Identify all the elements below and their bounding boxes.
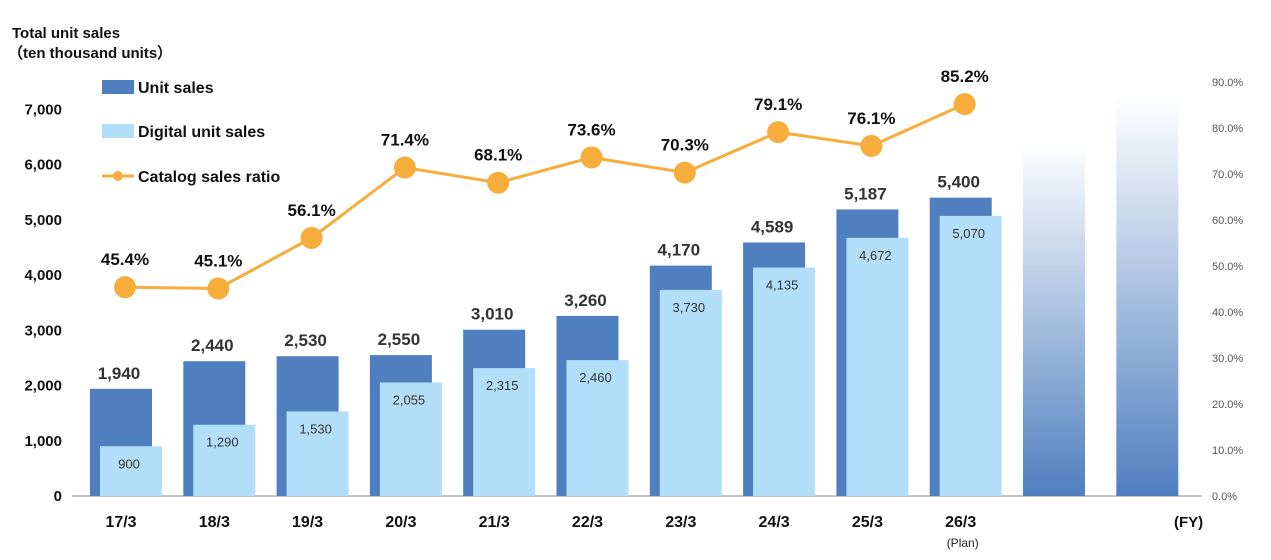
y-axis-title-line-2: （ten thousand units）	[8, 44, 172, 62]
y2-tick-label: 20.0%	[1212, 399, 1243, 411]
catalog-sales-ratio-data-label: 70.3%	[661, 136, 709, 155]
catalog-sales-ratio-data-label: 85.2%	[941, 67, 989, 86]
unit-sales-data-label: 2,440	[191, 336, 234, 355]
digital-unit-sales-data-label: 2,055	[393, 392, 426, 407]
legend-label-digital-unit-sales: Digital unit sales	[138, 124, 265, 141]
x-tick-label: 18/3	[199, 514, 230, 531]
digital-unit-sales-bar	[379, 382, 442, 496]
x-tick-label: 19/3	[292, 514, 323, 531]
catalog-sales-ratio-point	[860, 134, 883, 157]
legend-swatch-digital-unit-sales	[102, 124, 134, 138]
y-tick-label: 7,000	[24, 101, 62, 118]
digital-unit-sales-bar	[473, 368, 536, 496]
digital-unit-sales-data-label: 4,672	[859, 248, 892, 263]
x-tick-label: 20/3	[385, 514, 416, 531]
x-axis-ticks: 17/3 18/3 19/3 20/3 21/3 22/3 23/3 24/3 25/3 26/3…	[105, 514, 978, 550]
catalog-sales-ratio-data-label: 79.1%	[754, 95, 802, 114]
unit-sales-data-label: 4,170	[658, 241, 701, 260]
catalog-sales-ratio-point	[673, 161, 696, 184]
digital-unit-sales-data-label: 1,290	[206, 435, 239, 450]
unit-sales-data-label: 4,589	[751, 217, 794, 236]
catalog-sales-ratio-point	[207, 277, 230, 300]
digital-unit-sales-data-label: 1,530	[299, 421, 332, 436]
bar-series: 1,940 900 2,440 1,290 2,530 1,530 2,550 2,055 3,…	[90, 173, 1002, 496]
x-axis-unit-label: (FY)	[1174, 514, 1203, 531]
x-tick-label: 23/3	[665, 514, 696, 531]
y2-tick-label: 0.0%	[1212, 491, 1237, 503]
catalog-sales-ratio-data-label: 73.6%	[567, 120, 615, 139]
unit-sales-data-label: 5,400	[937, 173, 980, 192]
y2-tick-label: 90.0%	[1212, 77, 1243, 89]
unit-sales-data-label: 3,010	[471, 305, 514, 324]
y-axis-title-line-1: Total unit sales	[12, 25, 120, 42]
digital-unit-sales-data-label: 5,070	[952, 226, 985, 241]
y2-tick-label: 80.0%	[1212, 123, 1243, 135]
digital-unit-sales-data-label: 4,135	[766, 278, 799, 293]
legend-swatch-marker-catalog-ratio	[113, 171, 123, 181]
catalog-sales-ratio-data-label: 45.4%	[101, 250, 149, 269]
digital-unit-sales-bar	[100, 446, 162, 496]
x-tick-label: 25/3	[852, 514, 883, 531]
digital-unit-sales-data-label: 3,730	[673, 300, 706, 315]
legend-swatch-unit-sales	[102, 80, 134, 94]
catalog-sales-ratio-data-label: 56.1%	[287, 201, 335, 220]
y2-tick-label: 70.0%	[1212, 169, 1243, 181]
y2-tick-label: 30.0%	[1212, 353, 1243, 365]
catalog-sales-ratio-point	[114, 276, 136, 299]
unit-sales-data-label: 2,550	[378, 330, 421, 349]
x-tick-label: 26/3	[945, 514, 976, 531]
right-axis-ticks: 0.0% 10.0% 20.0% 30.0% 40.0% 50.0% 60.0% 70.0% 8…	[1212, 77, 1243, 503]
digital-unit-sales-bar	[939, 215, 1002, 496]
x-tick-label: 22/3	[572, 514, 603, 531]
catalog-sales-ratio-point	[953, 93, 976, 116]
y-tick-label: 4,000	[24, 267, 62, 284]
y2-tick-label: 60.0%	[1212, 215, 1243, 227]
digital-unit-sales-bar	[753, 267, 816, 496]
digital-unit-sales-bar	[286, 411, 349, 496]
catalog-sales-ratio-point	[393, 156, 416, 179]
x-tick-label: 21/3	[479, 514, 510, 531]
left-axis-ticks: 0 1,000 2,000 3,000 4,000 5,000 6,000 7,000	[24, 101, 62, 505]
y-tick-label: 5,000	[24, 212, 62, 229]
unit-sales-data-label: 2,530	[284, 331, 327, 350]
unit-sales-data-label: 1,940	[98, 364, 141, 383]
catalog-sales-ratio-data-label: 45.1%	[194, 252, 242, 271]
catalog-sales-ratio-data-label: 76.1%	[847, 109, 895, 128]
catalog-sales-ratio-point	[487, 171, 510, 194]
ratio-line-series: 45.4% 45.1% 56.1% 71.4% 68.1% 73.6% 70.3% 79.1%…	[101, 67, 989, 300]
y-tick-label: 6,000	[24, 157, 62, 174]
x-tick-note: (Plan)	[947, 536, 979, 550]
y-tick-label: 2,000	[24, 378, 62, 395]
y2-tick-label: 40.0%	[1212, 307, 1243, 319]
unit-sales-data-label: 5,187	[844, 184, 887, 203]
digital-unit-sales-bar	[659, 289, 722, 496]
y2-tick-label: 50.0%	[1212, 261, 1243, 273]
digital-unit-sales-data-label: 2,315	[486, 378, 519, 393]
digital-unit-sales-data-label: 900	[118, 456, 140, 471]
legend: Unit sales Digital unit sales Catalog sa…	[102, 80, 281, 186]
legend-label-unit-sales: Unit sales	[138, 80, 214, 97]
decorative-gradient-column	[1116, 96, 1179, 496]
digital-unit-sales-bar	[566, 360, 629, 496]
digital-unit-sales-bar	[193, 424, 256, 496]
x-tick-label: 17/3	[105, 514, 136, 531]
y-tick-label: 0	[54, 488, 62, 505]
catalog-sales-ratio-data-label: 68.1%	[474, 146, 522, 165]
y-tick-label: 1,000	[24, 433, 62, 450]
y2-tick-label: 10.0%	[1212, 445, 1243, 457]
catalog-sales-ratio-point	[580, 146, 603, 169]
y-tick-label: 3,000	[24, 322, 62, 339]
decorative-columns	[1023, 96, 1179, 496]
catalog-sales-ratio-line	[124, 102, 966, 291]
digital-unit-sales-bar	[846, 237, 909, 496]
catalog-sales-ratio-data-label: 71.4%	[381, 131, 429, 150]
catalog-sales-ratio-point	[300, 226, 323, 249]
legend-label-catalog-ratio: Catalog sales ratio	[138, 169, 281, 186]
decorative-gradient-column	[1023, 142, 1085, 496]
x-tick-label: 24/3	[759, 514, 790, 531]
digital-unit-sales-data-label: 2,460	[579, 370, 612, 385]
catalog-sales-ratio-point	[767, 121, 790, 144]
unit-sales-data-label: 3,260	[564, 291, 607, 310]
